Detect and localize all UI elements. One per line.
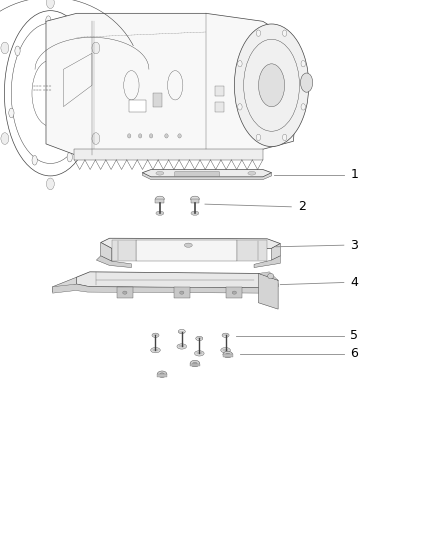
Ellipse shape bbox=[15, 46, 20, 55]
Ellipse shape bbox=[92, 133, 100, 144]
Polygon shape bbox=[142, 173, 272, 180]
Ellipse shape bbox=[222, 333, 229, 337]
Ellipse shape bbox=[1, 42, 9, 54]
Ellipse shape bbox=[165, 134, 168, 138]
Polygon shape bbox=[258, 273, 278, 309]
Ellipse shape bbox=[151, 348, 160, 353]
Text: 2: 2 bbox=[298, 200, 306, 213]
Polygon shape bbox=[136, 240, 237, 261]
Ellipse shape bbox=[193, 362, 197, 365]
Ellipse shape bbox=[238, 103, 242, 110]
Polygon shape bbox=[53, 284, 278, 293]
Ellipse shape bbox=[152, 333, 159, 337]
Ellipse shape bbox=[92, 42, 100, 54]
Ellipse shape bbox=[196, 336, 203, 341]
Ellipse shape bbox=[178, 134, 181, 138]
Ellipse shape bbox=[238, 61, 242, 67]
Polygon shape bbox=[155, 199, 164, 203]
Ellipse shape bbox=[127, 134, 131, 138]
Ellipse shape bbox=[180, 291, 184, 294]
Text: 1: 1 bbox=[350, 168, 358, 181]
Ellipse shape bbox=[190, 360, 200, 367]
Text: 4: 4 bbox=[350, 276, 358, 289]
Ellipse shape bbox=[234, 24, 309, 147]
Polygon shape bbox=[77, 272, 278, 288]
Polygon shape bbox=[101, 238, 280, 248]
Polygon shape bbox=[254, 256, 280, 268]
Polygon shape bbox=[157, 374, 167, 377]
Ellipse shape bbox=[155, 196, 164, 201]
Polygon shape bbox=[174, 287, 190, 298]
Ellipse shape bbox=[221, 348, 230, 353]
Text: 3: 3 bbox=[350, 239, 358, 252]
Ellipse shape bbox=[178, 329, 185, 334]
Ellipse shape bbox=[300, 73, 313, 92]
Ellipse shape bbox=[46, 16, 51, 26]
Ellipse shape bbox=[46, 178, 54, 190]
Polygon shape bbox=[74, 149, 263, 160]
Ellipse shape bbox=[301, 103, 305, 110]
Ellipse shape bbox=[1, 133, 9, 144]
Polygon shape bbox=[190, 364, 200, 366]
Text: 5: 5 bbox=[350, 329, 358, 342]
Ellipse shape bbox=[256, 134, 261, 141]
Polygon shape bbox=[46, 13, 298, 155]
Ellipse shape bbox=[138, 134, 142, 138]
Polygon shape bbox=[101, 243, 112, 261]
Polygon shape bbox=[226, 287, 242, 298]
Polygon shape bbox=[142, 169, 272, 177]
Polygon shape bbox=[237, 240, 267, 261]
Ellipse shape bbox=[191, 211, 199, 215]
Ellipse shape bbox=[194, 351, 204, 356]
Polygon shape bbox=[223, 354, 233, 357]
Ellipse shape bbox=[78, 41, 83, 50]
Ellipse shape bbox=[283, 30, 287, 36]
Polygon shape bbox=[191, 199, 199, 203]
Ellipse shape bbox=[46, 0, 54, 9]
Ellipse shape bbox=[32, 156, 37, 165]
Ellipse shape bbox=[88, 101, 93, 111]
FancyBboxPatch shape bbox=[153, 93, 162, 107]
Ellipse shape bbox=[232, 291, 237, 294]
FancyBboxPatch shape bbox=[215, 86, 224, 96]
Polygon shape bbox=[117, 287, 133, 298]
Ellipse shape bbox=[67, 152, 72, 162]
Ellipse shape bbox=[248, 171, 256, 175]
Ellipse shape bbox=[156, 211, 164, 215]
Ellipse shape bbox=[177, 344, 187, 349]
Ellipse shape bbox=[184, 243, 192, 247]
FancyBboxPatch shape bbox=[215, 102, 224, 112]
Text: === ===
=== ===: === === === === bbox=[33, 84, 51, 92]
Ellipse shape bbox=[226, 353, 230, 356]
Polygon shape bbox=[96, 256, 131, 268]
Ellipse shape bbox=[157, 371, 167, 377]
FancyBboxPatch shape bbox=[129, 100, 146, 112]
Polygon shape bbox=[258, 272, 278, 280]
Ellipse shape bbox=[283, 134, 287, 141]
Text: 6: 6 bbox=[350, 348, 358, 360]
Ellipse shape bbox=[149, 134, 153, 138]
Ellipse shape bbox=[9, 108, 14, 118]
Polygon shape bbox=[53, 277, 77, 292]
Ellipse shape bbox=[268, 273, 274, 279]
FancyBboxPatch shape bbox=[175, 172, 219, 176]
Ellipse shape bbox=[123, 291, 127, 294]
Polygon shape bbox=[272, 244, 280, 260]
Ellipse shape bbox=[160, 373, 164, 375]
Polygon shape bbox=[112, 240, 136, 261]
Ellipse shape bbox=[258, 64, 285, 107]
Ellipse shape bbox=[191, 196, 199, 201]
Ellipse shape bbox=[256, 30, 261, 36]
Ellipse shape bbox=[223, 351, 233, 358]
Ellipse shape bbox=[156, 171, 164, 175]
Ellipse shape bbox=[301, 61, 305, 67]
